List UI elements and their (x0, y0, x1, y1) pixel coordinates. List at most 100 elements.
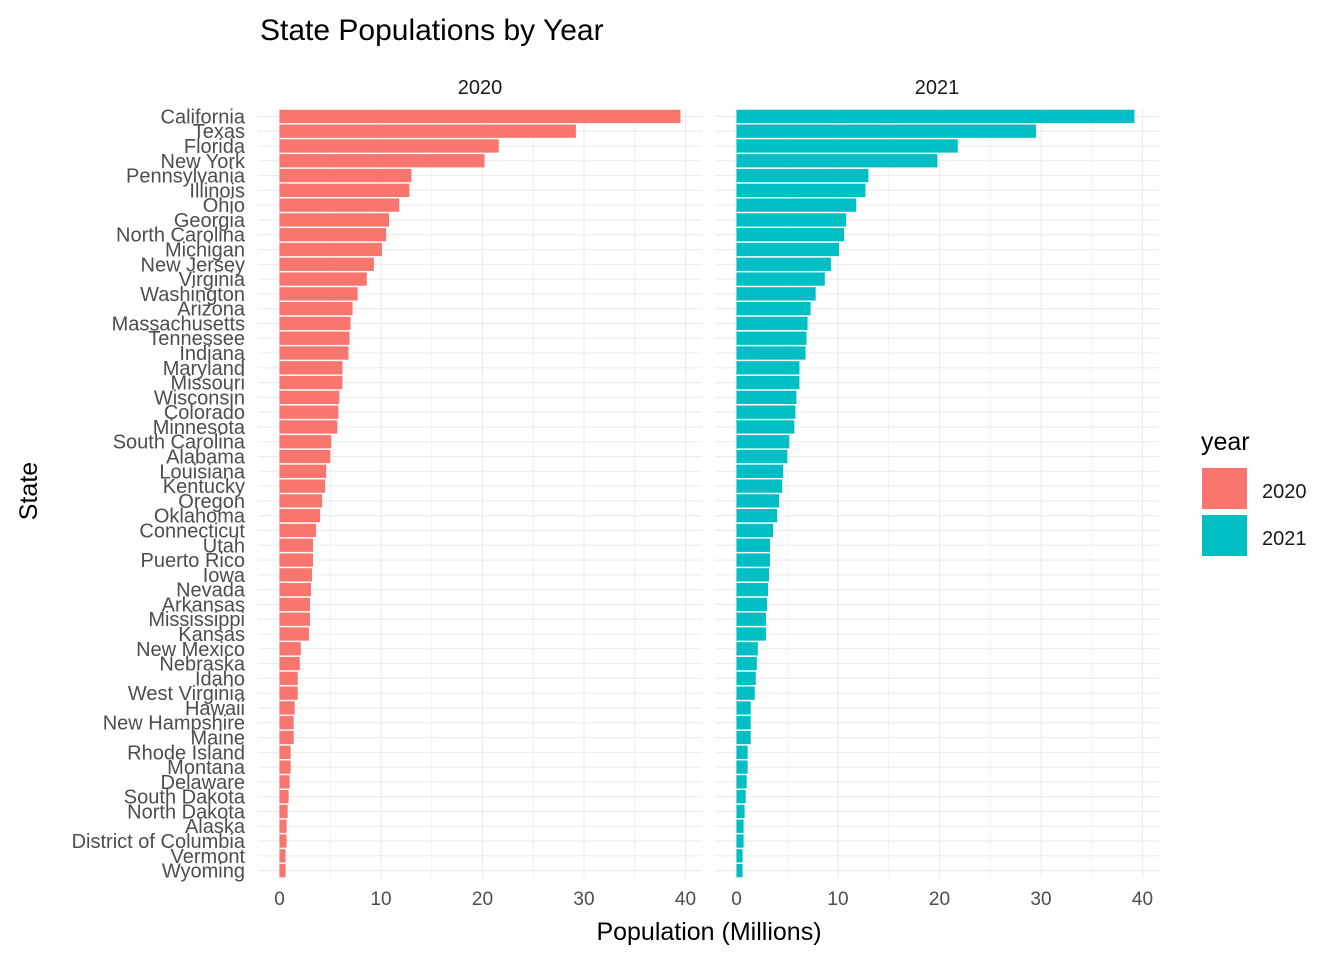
y-tick-label: Illinois (189, 180, 245, 202)
bar-2021-montana (736, 760, 748, 774)
y-tick-label: California (161, 106, 246, 128)
facet-panel-2021: 2021 0 10 20 30 40 (715, 77, 1159, 910)
bar-2021-arkansas (736, 597, 767, 612)
y-tick-label: Texas (193, 121, 245, 143)
bar-2021-connecticut (736, 523, 774, 538)
y-tick-label: North Carolina (116, 225, 246, 247)
bar-2020-minnesota (279, 420, 338, 434)
y-tick-label: Wyoming (162, 861, 245, 883)
y-tick-label: Pennsylvania (126, 166, 246, 188)
bar-2020-missouri (279, 375, 343, 390)
y-tick-label: Michigan (165, 239, 245, 261)
y-tick-label: New Mexico (136, 639, 245, 661)
bar-2021-vermont (736, 849, 743, 863)
y-tick-label: Delaware (161, 772, 245, 794)
bar-2020-alabama (279, 449, 331, 464)
y-tick-label: Oklahoma (154, 506, 246, 528)
y-tick-label: Connecticut (139, 520, 245, 542)
x-tick-labels-2020: 0 10 20 30 40 (274, 889, 696, 910)
bar-2020-new-mexico (279, 642, 301, 656)
bar-2020-wyoming (279, 863, 286, 878)
bar-2020-north-carolina (279, 228, 387, 242)
y-tick-label: Georgia (174, 210, 246, 232)
bar-2020-california (279, 109, 681, 124)
bar-2020-alaska (279, 819, 287, 833)
bar-2021-california (736, 109, 1135, 124)
bar-2020-ohio (279, 198, 400, 212)
x-tick-label: 10 (370, 889, 391, 910)
y-tick-label: Hawaii (185, 698, 245, 720)
bar-2020-montana (279, 760, 291, 774)
y-tick-label: West Virginia (128, 683, 246, 705)
bar-2021-illinois (736, 183, 866, 197)
bar-2021-alabama (736, 449, 788, 464)
y-tick-label: District of Columbia (72, 831, 246, 853)
x-tick-label: 20 (472, 889, 493, 910)
bar-2021-indiana (736, 346, 806, 360)
y-tick-label: Alaska (185, 816, 246, 838)
bar-2020-oklahoma (279, 509, 321, 523)
bar-2020-west-virginia (279, 686, 298, 700)
y-tick-label: Rhode Island (127, 742, 245, 764)
bar-2020-iowa (279, 568, 312, 582)
bar-2020-nebraska (279, 656, 300, 671)
bar-2020-maryland (279, 361, 343, 375)
y-tick-label: Maryland (163, 358, 245, 380)
y-tick-label: New York (161, 151, 246, 173)
bar-2021-north-carolina (736, 228, 845, 242)
y-tick-label: Oregon (178, 491, 245, 513)
y-tick-label: Maine (191, 728, 245, 750)
y-tick-label: Indiana (179, 343, 245, 365)
bar-2020-south-dakota (279, 790, 289, 804)
bar-2021-iowa (736, 568, 769, 582)
y-tick-label: Iowa (203, 565, 246, 587)
bar-2020-kentucky (279, 479, 326, 493)
bar-2020-idaho (279, 671, 298, 686)
bar-2021-nebraska (736, 656, 757, 671)
y-tick-label: Missouri (171, 373, 245, 395)
bar-2021-missouri (736, 375, 800, 390)
bar-group-2020 (279, 109, 681, 878)
y-tick-label: Puerto Rico (141, 550, 246, 572)
bar-2020-arizona (279, 301, 353, 316)
bar-2020-rhode-island (279, 745, 291, 759)
bar-2020-vermont (279, 849, 286, 863)
bar-2021-utah (736, 538, 770, 552)
bar-2020-washington (279, 287, 358, 301)
y-tick-label: Idaho (195, 668, 245, 690)
bar-2020-south-carolina (279, 435, 332, 449)
bar-2020-mississippi (279, 612, 310, 626)
bar-2020-connecticut (279, 523, 317, 538)
bar-2021-south-carolina (736, 435, 790, 449)
bar-2021-west-virginia (736, 686, 755, 700)
facet-strip-label-2021: 2021 (915, 77, 960, 99)
y-tick-label: Louisiana (159, 461, 246, 483)
bar-2021-oklahoma (736, 509, 778, 523)
bar-2021-rhode-island (736, 745, 748, 759)
bar-2020-utah (279, 538, 313, 552)
chart-title: State Populations by Year (260, 14, 604, 47)
bar-2021-kentucky (736, 479, 783, 493)
bar-2020-tennessee (279, 331, 350, 345)
x-axis-label: Population (Millions) (596, 918, 821, 946)
bar-2021-maryland (736, 361, 800, 375)
y-tick-label: Tennessee (148, 328, 245, 350)
y-tick-label: Washington (140, 284, 245, 306)
x-tick-label: 10 (827, 889, 848, 910)
bar-2021-massachusetts (736, 316, 808, 331)
y-tick-label: Nevada (176, 580, 246, 602)
bar-2020-georgia (279, 213, 390, 227)
bar-2020-pennsylvania (279, 168, 412, 183)
legend-label-2021: 2021 (1262, 528, 1307, 550)
legend-swatch-2021 (1202, 515, 1247, 556)
bar-2020-texas (279, 124, 576, 138)
bar-2021-wisconsin (736, 390, 797, 405)
bar-2021-maine (736, 730, 751, 745)
bar-2021-wyoming (736, 863, 743, 878)
legend-label-2020: 2020 (1262, 481, 1307, 503)
legend-title: year (1201, 428, 1250, 456)
bar-2021-south-dakota (736, 790, 746, 804)
y-tick-label: New Hampshire (103, 713, 245, 735)
x-tick-label: 40 (675, 889, 696, 910)
